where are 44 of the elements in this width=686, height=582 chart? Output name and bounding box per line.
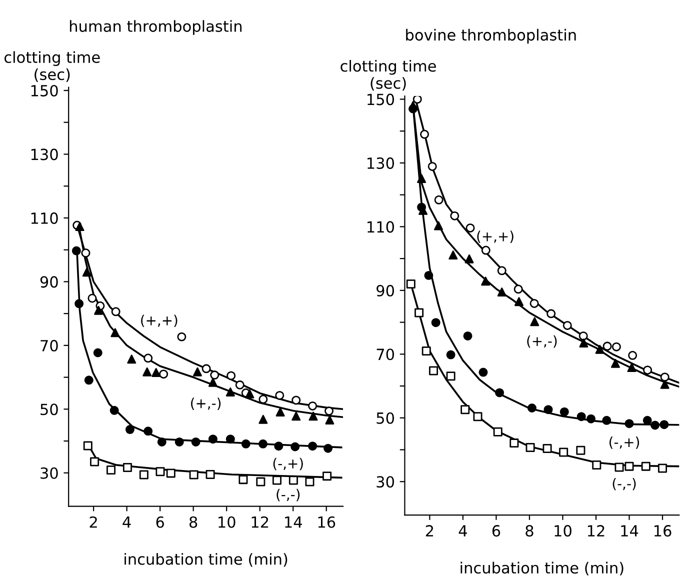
y-tick-label: 110 — [368, 221, 394, 233]
x-tick-label: 4 — [122, 516, 131, 528]
y-tick-label: 50 — [376, 412, 394, 424]
x-tick-label: 14 — [621, 525, 638, 536]
annotation: (-,-) — [276, 488, 300, 502]
x-tick-label: 2 — [90, 516, 97, 528]
chart-title: bovine thromboplastin — [406, 28, 576, 44]
y-tick-label: 90 — [376, 284, 394, 296]
y-tick-label: 150 — [31, 84, 58, 97]
x-tick-label: 4 — [458, 525, 467, 536]
y-tick-label: 110 — [31, 212, 58, 224]
x-tick-label: 2 — [426, 525, 434, 536]
y-tick-label: 50 — [40, 404, 58, 416]
x-tick-label: 16 — [318, 516, 336, 528]
annotation: (+,+) — [477, 230, 514, 244]
y-tick-label: 30 — [376, 476, 394, 488]
chart-title: human thromboplastin — [70, 20, 242, 35]
annotation: (+,-) — [191, 398, 221, 410]
y-tick-label: 130 — [31, 148, 58, 160]
annotation: (+,+) — [141, 314, 178, 328]
y-tick-label: 130 — [368, 157, 394, 169]
annotation: (+,-) — [527, 335, 557, 348]
x-tick-label: 8 — [526, 525, 534, 537]
y-axis-title: clotting time (sec) — [340, 60, 436, 91]
x-tick-label: 16 — [654, 525, 672, 537]
y-tick-label: 70 — [40, 340, 58, 352]
x-tick-label: 10 — [218, 516, 236, 528]
x-tick-label: 6 — [156, 516, 164, 528]
x-tick-label: 10 — [554, 525, 572, 537]
y-axis-title: clotting time (sec) — [4, 51, 100, 82]
x-tick-label: 6 — [492, 525, 500, 537]
y-tick-label: 30 — [40, 467, 58, 479]
x-tick-label: 12 — [588, 525, 604, 536]
x-axis-title: incubation time (min) — [124, 553, 288, 567]
y-tick-label: 90 — [40, 276, 58, 288]
x-tick-label: 14 — [285, 516, 302, 528]
annotation: (-,+) — [273, 458, 303, 470]
x-tick-label: 8 — [190, 516, 198, 528]
y-tick-label: 150 — [368, 94, 394, 106]
x-tick-label: 12 — [252, 516, 268, 528]
x-axis-title: incubation time (min) — [460, 562, 624, 576]
annotation: (-,+) — [610, 436, 640, 449]
y-tick-label: 70 — [376, 348, 394, 360]
annotation: (-,-) — [612, 478, 636, 490]
